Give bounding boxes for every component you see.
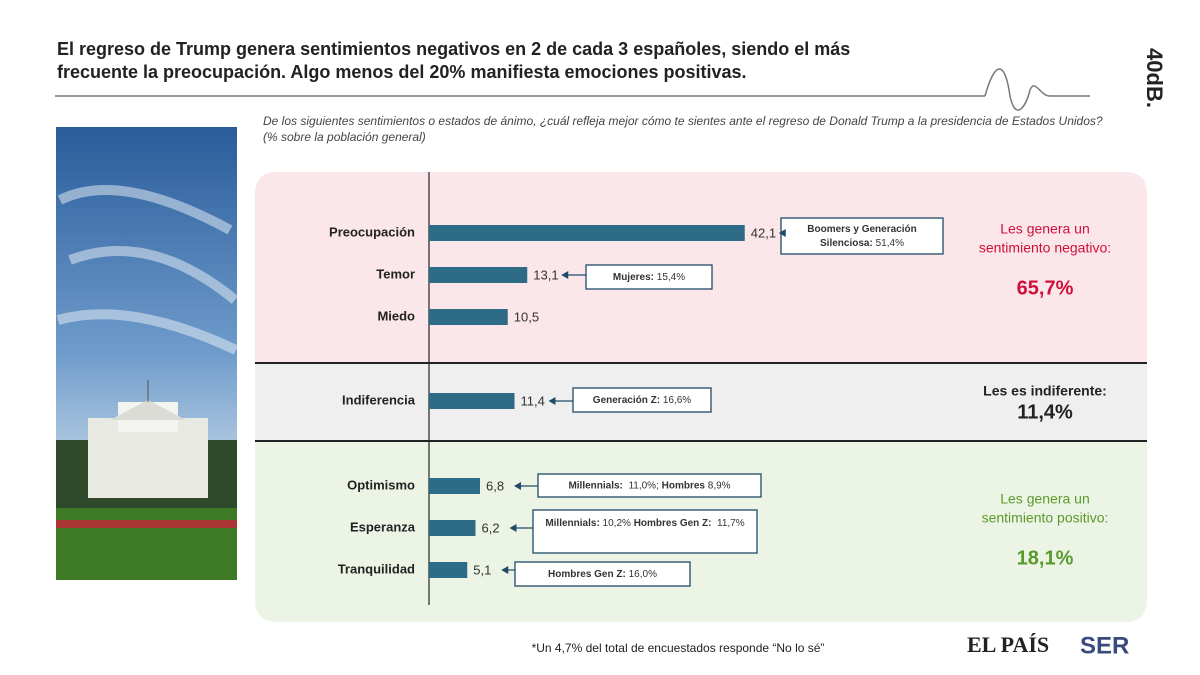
title: frecuente la preocupación. Algo menos de…	[57, 62, 747, 82]
category-label: Indiferencia	[342, 392, 416, 407]
group-total: 18,1%	[1017, 547, 1074, 569]
category-label: Miedo	[377, 308, 415, 323]
annotation-box	[780, 217, 944, 255]
annotation-part: 8,9%	[705, 480, 731, 491]
annotation-box	[572, 387, 712, 413]
annotation-box	[514, 561, 691, 587]
arrow-head	[561, 271, 569, 279]
logo-ser: SER	[1080, 632, 1129, 659]
value-label: 13,1	[533, 267, 558, 282]
annotation-part: Millennials:	[568, 480, 622, 491]
annotation-part: Hombres	[662, 480, 706, 491]
annotation-part: Hombres Gen Z:	[548, 569, 626, 580]
photo	[56, 127, 239, 580]
bar	[429, 393, 515, 409]
arrow-head	[501, 566, 509, 574]
annotation-part: 16,0%	[626, 569, 657, 580]
annotation-text: Mujeres: 15,4%	[613, 272, 685, 283]
title: El regreso de Trump genera sentimientos …	[57, 39, 850, 59]
group-label: Les es indiferente:	[983, 383, 1107, 399]
logo-40db: 40dB.	[1142, 48, 1167, 108]
arrow-head	[778, 229, 786, 237]
subtitle: De los siguientes sentimientos o estados…	[263, 114, 1103, 128]
group-label: Les genera un	[1000, 491, 1090, 507]
annotation-part: Mujeres:	[613, 272, 654, 283]
value-label: 11,4	[521, 393, 545, 408]
annotation-text: Millennials: 11,0%; Hombres 8,9%	[568, 480, 730, 491]
annotation-text: Boomers y Generación	[807, 224, 916, 235]
value-label: 42,1	[751, 225, 776, 240]
annotation-part: Hombres Gen Z:	[634, 518, 712, 529]
annotation-part: 11,7%	[712, 518, 745, 529]
annotation: Millennials: 10,2% Hombres Gen Z: 11,7%	[509, 509, 758, 554]
value-label: 6,2	[482, 520, 500, 535]
annotation: Boomers y Generación Silenciosa: 51,4%	[778, 217, 944, 255]
arrow-head	[514, 482, 521, 490]
value-label: 5,1	[473, 562, 491, 577]
group-label: Les genera un	[1000, 221, 1090, 237]
bar	[429, 309, 508, 325]
annotation-part: Millennials:	[545, 518, 599, 529]
bar	[429, 520, 476, 536]
group-label: sentimiento positivo:	[982, 510, 1109, 526]
logo-elpais: EL PAÍS	[967, 632, 1049, 657]
annotation-part: 15,4%	[654, 272, 685, 283]
wave	[984, 68, 1090, 111]
subtitle: (% sobre la población general)	[263, 130, 426, 144]
category-label: Preocupación	[329, 224, 415, 239]
bar	[429, 478, 480, 494]
annotation-text: Millennials: 10,2% Hombres Gen Z: 11,7%	[545, 518, 744, 529]
annotation-part: Generación Z:	[593, 395, 660, 406]
category-label: Optimismo	[347, 477, 415, 492]
annotation-part: Boomers y Generación	[807, 224, 916, 235]
annotation-part: 51,4%	[873, 238, 904, 249]
bar	[429, 562, 468, 578]
annotation: Millennials: 11,0%; Hombres 8,9%	[514, 473, 762, 498]
annotation-part: 16,6%	[660, 395, 691, 406]
value-label: 6,8	[486, 478, 504, 493]
bar	[429, 267, 528, 283]
annotation-part: 11,0%;	[623, 480, 662, 491]
footnote: *Un 4,7% del total de encuestados respon…	[532, 641, 825, 655]
annotation-text: Silenciosa: 51,4%	[820, 238, 904, 249]
group-label: sentimiento negativo:	[979, 240, 1111, 256]
value-label: 10,5	[514, 309, 539, 324]
arrow-head	[548, 397, 556, 405]
annotation-box	[532, 509, 758, 554]
category-label: Temor	[376, 266, 415, 281]
annotation-text: Hombres Gen Z: 16,0%	[548, 569, 657, 580]
annotation: Mujeres: 15,4%	[561, 264, 713, 290]
annotation: Hombres Gen Z: 16,0%	[501, 561, 691, 587]
category-label: Esperanza	[350, 519, 416, 534]
group-total: 65,7%	[1017, 277, 1074, 299]
category-label: Tranquilidad	[338, 561, 415, 576]
annotation: Generación Z: 16,6%	[548, 387, 712, 413]
bar	[429, 225, 745, 241]
group-total: 11,4%	[1017, 401, 1073, 423]
annotation-part: Silenciosa:	[820, 238, 873, 249]
annotation-text: Generación Z: 16,6%	[593, 395, 691, 406]
arrow-head	[509, 524, 517, 532]
annotation-part: 10,2%	[600, 518, 634, 529]
annotation-box	[585, 264, 713, 290]
